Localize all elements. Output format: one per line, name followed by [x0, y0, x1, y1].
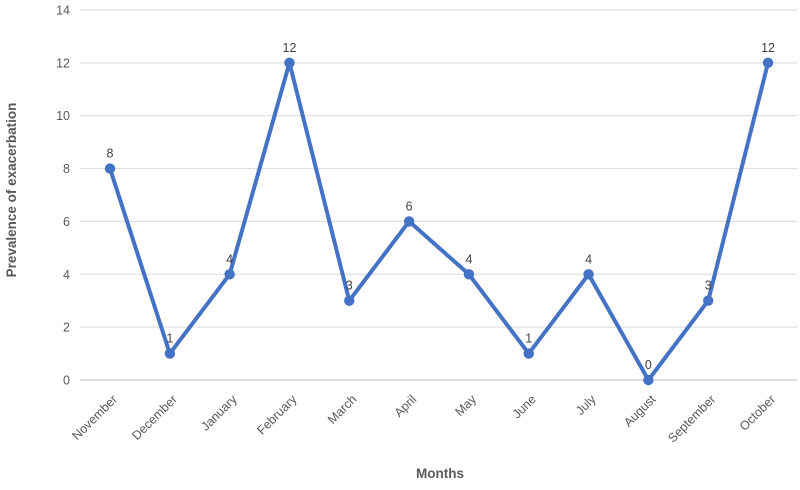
x-category-label: April	[392, 392, 420, 420]
data-point-label: 1	[525, 332, 532, 346]
x-axis-title: Months	[416, 466, 464, 481]
x-category-label: October	[737, 392, 778, 433]
data-point-label: 6	[406, 199, 413, 213]
y-tick-label: 14	[56, 4, 70, 18]
x-category-label: July	[573, 392, 599, 418]
data-point-marker	[164, 348, 176, 359]
x-axis-category-labels: November December January February March Apri…	[69, 392, 778, 446]
x-category-label: August	[621, 392, 659, 430]
y-tick-label: 10	[56, 109, 70, 123]
y-tick-label: 12	[56, 56, 70, 70]
data-point-label: 12	[761, 41, 775, 55]
data-point-label: 3	[705, 279, 712, 293]
data-point-marker	[583, 269, 594, 280]
data-point-marker	[104, 163, 116, 174]
data-point-marker	[344, 295, 355, 306]
y-tick-label: 0	[63, 374, 70, 388]
data-point-marker	[703, 295, 714, 306]
data-point-label: 3	[346, 279, 353, 293]
data-point-marker	[463, 269, 475, 280]
y-tick-label: 8	[63, 162, 70, 176]
data-point-label: 12	[283, 41, 297, 55]
data-point-label: 0	[645, 358, 652, 372]
data-point-label: 4	[226, 252, 233, 266]
x-category-label: February	[254, 392, 300, 438]
data-point-marker	[762, 57, 774, 69]
y-tick-label: 6	[63, 215, 70, 229]
data-point-marker	[224, 269, 235, 280]
data-point-marker	[284, 57, 295, 69]
x-category-label: June	[510, 392, 539, 421]
gridlines	[80, 9, 797, 381]
y-tick-label: 2	[63, 321, 70, 335]
data-point-labels: 8 1 4 12 3 6 4 1 4 0 3 12	[107, 41, 775, 372]
y-axis-tick-labels: 0 2 4 6 8 10 12 14	[56, 4, 70, 388]
data-series	[104, 57, 774, 386]
x-category-label: November	[69, 392, 120, 443]
data-point-label: 1	[166, 332, 173, 346]
data-point-marker	[403, 216, 415, 227]
x-category-label: January	[198, 392, 240, 434]
data-point-label: 4	[465, 252, 472, 266]
y-tick-label: 4	[63, 268, 70, 282]
data-point-marker	[643, 374, 654, 386]
y-axis-title: Prevalence of exacerbation	[4, 103, 19, 278]
x-category-label: December	[129, 392, 180, 443]
data-point-label: 8	[107, 147, 114, 161]
data-point-marker	[523, 348, 534, 359]
x-category-label: May	[452, 392, 479, 419]
series-line	[108, 60, 771, 382]
x-category-label: March	[325, 392, 359, 426]
data-point-label: 4	[585, 252, 592, 266]
x-category-label: September	[665, 392, 718, 445]
